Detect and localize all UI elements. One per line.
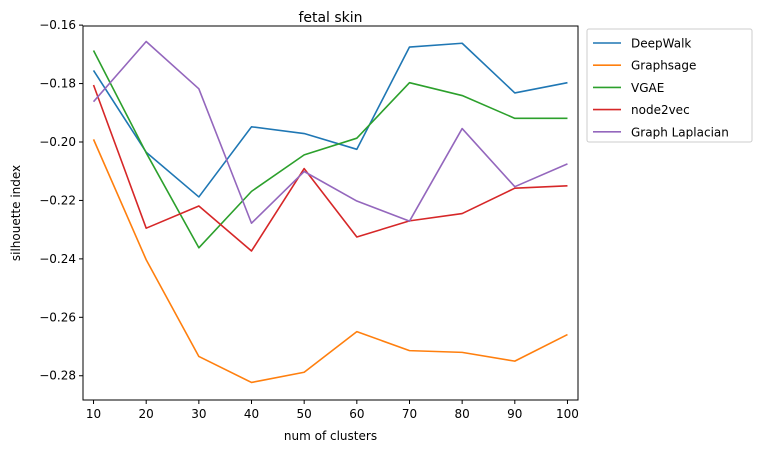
x-tick-label: 40	[244, 407, 259, 421]
x-tick-label: 70	[402, 407, 417, 421]
x-axis: 10 20 30 40 50 60 70 80 90 100	[86, 400, 579, 421]
x-tick-label: 60	[349, 407, 364, 421]
plot-area-frame	[82, 25, 579, 401]
legend-label-1: Graphsage	[631, 59, 696, 73]
x-tick-label: 50	[297, 407, 312, 421]
series-line-4	[92, 40, 568, 225]
legend: DeepWalk Graphsage VGAE node2vec Graph Lapla…	[586, 28, 753, 143]
x-tick-label: 80	[455, 407, 470, 421]
x-tick-label: 20	[139, 407, 154, 421]
legend-label-0: DeepWalk	[631, 37, 691, 51]
x-tick-label: 10	[86, 407, 101, 421]
series-layer	[92, 40, 568, 384]
y-tick-label: −0.28	[39, 369, 76, 383]
y-tick-label: −0.22	[39, 193, 76, 207]
y-tick-label: −0.20	[39, 135, 76, 149]
series-line-2	[92, 50, 568, 249]
legend-label-4: Graph Laplacian	[631, 125, 729, 139]
legend-label-2: VGAE	[631, 81, 664, 95]
x-tick-label: 90	[507, 407, 522, 421]
y-axis: −0.28 −0.26 −0.24 −0.22 −0.20 −0.18 −0.16	[39, 18, 83, 383]
y-axis-label: silhouette index	[9, 165, 23, 261]
chart-title: fetal skin	[298, 10, 362, 26]
x-tick-label: 30	[191, 407, 206, 421]
y-tick-label: −0.18	[39, 77, 76, 91]
legend-frame	[586, 28, 753, 143]
x-tick-label: 100	[556, 407, 579, 421]
y-tick-label: −0.24	[39, 252, 76, 266]
x-axis-label: num of clusters	[284, 429, 377, 443]
series-line-0	[92, 42, 568, 198]
y-tick-label: −0.16	[39, 18, 76, 32]
series-line-1	[92, 139, 568, 384]
series-line-3	[92, 84, 568, 252]
y-tick-label: −0.26	[39, 310, 76, 324]
legend-label-3: node2vec	[631, 103, 690, 117]
